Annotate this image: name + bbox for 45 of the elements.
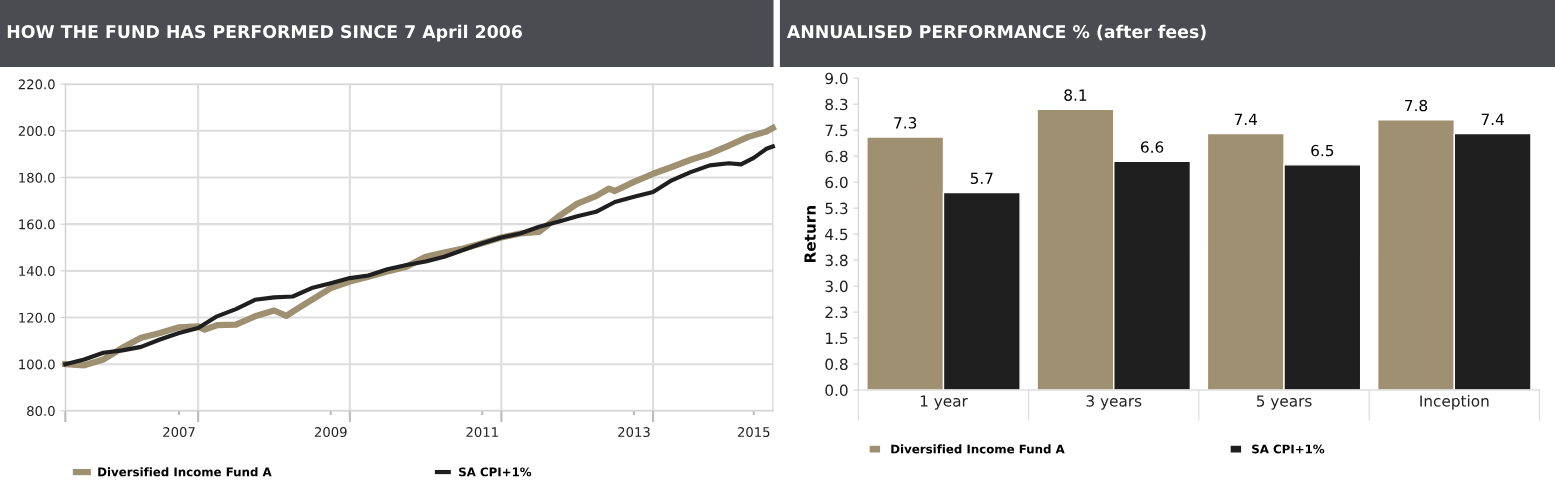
legend-label: SA CPI+1%	[459, 467, 532, 477]
legend-label: Diversified Income Fund A	[891, 444, 1065, 454]
y-tick-label: 100.0	[19, 359, 55, 370]
y-tick-label: 0.8	[825, 358, 848, 371]
x-tick-label: 2015	[737, 427, 770, 438]
y-tick-label: 6.8	[825, 150, 848, 163]
x-tick-label: 3 years	[1086, 395, 1142, 410]
x-tick-label: 2007	[163, 427, 195, 438]
data-label: 7.3	[894, 117, 917, 129]
x-tick-label: 2013	[618, 427, 650, 438]
x-tick-label: 5 years	[1256, 395, 1312, 410]
y-tick-label: 2.3	[825, 306, 848, 319]
chart-title: HOW THE FUND HAS PERFORMED SINCE 7 April 2006	[7, 24, 522, 42]
legend-label: SA CPI+1%	[1252, 444, 1325, 454]
data-label: 5.7	[970, 172, 993, 185]
y-axis-title: Return	[804, 205, 816, 263]
y-tick-label: 160.0	[19, 219, 55, 230]
data-label: 7.4	[1481, 113, 1504, 125]
y-tick-label: 220.0	[18, 79, 55, 90]
y-tick-label: 120.0	[19, 312, 55, 323]
y-tick-label: 3.0	[825, 280, 848, 293]
y-tick-label: 180.0	[19, 172, 55, 183]
y-tick-label: 5.3	[825, 202, 848, 215]
y-tick-label: 80.0	[27, 406, 55, 417]
data-label: 7.4	[1234, 113, 1258, 125]
data-label: 6.5	[1311, 144, 1334, 157]
data-label: 6.6	[1141, 141, 1164, 153]
legend-label: Diversified Income Fund A	[98, 467, 272, 477]
y-tick-label: 7.5	[825, 124, 848, 137]
x-tick-label: Inception	[1420, 394, 1489, 410]
y-tick-label: 4.5	[825, 228, 848, 241]
y-tick-label: 8.3	[825, 98, 848, 111]
y-tick-label: 200.0	[18, 126, 55, 137]
y-tick-label: 6.0	[825, 176, 848, 189]
data-label: 7.8	[1405, 99, 1428, 112]
y-tick-label: 0.0	[825, 384, 848, 397]
y-tick-label: 140.0	[19, 266, 55, 277]
x-tick-label: 2009	[314, 427, 347, 438]
chart-title: ANNUALISED PERFORMANCE % (after fees)	[786, 24, 1206, 41]
y-tick-label: 9.0	[825, 72, 848, 85]
y-tick-label: 3.8	[825, 254, 848, 267]
data-label: 8.1	[1064, 89, 1087, 101]
x-tick-label: 1 year	[920, 395, 968, 410]
x-tick-label: 2011	[466, 427, 498, 438]
y-tick-label: 1.5	[826, 332, 848, 345]
